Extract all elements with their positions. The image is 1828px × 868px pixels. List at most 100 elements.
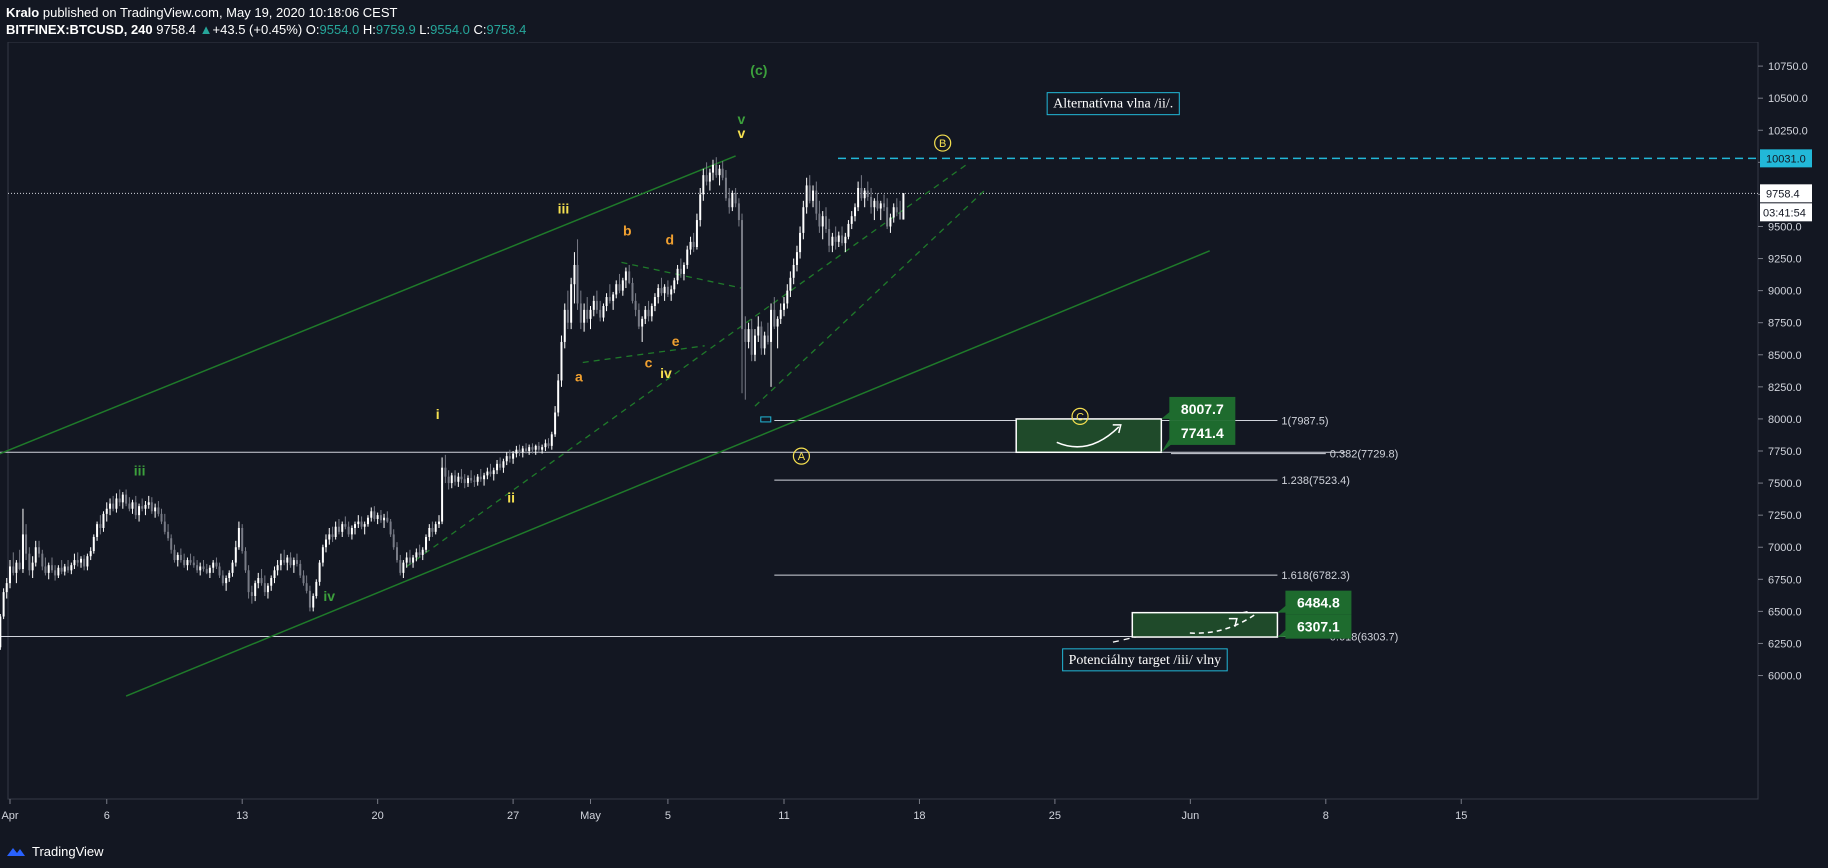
- candle-body-137: [431, 527, 434, 532]
- candle-body-111: [347, 526, 350, 535]
- candle-body-109: [341, 524, 344, 532]
- candle-body-240: [763, 335, 766, 349]
- candle-body-50: [150, 502, 153, 512]
- price-chart[interactable]: 1(7987.5) 0.382(7729.8) 1.238(7523.4) 1.618…: [0, 42, 1828, 836]
- candle-body-102: [318, 562, 321, 582]
- candle-body-200: [634, 300, 637, 310]
- candle-body-271: [863, 190, 866, 199]
- author-name[interactable]: Kralo: [6, 5, 40, 20]
- dashed-line-1[interactable]: [754, 187, 988, 407]
- candle-body-275: [876, 200, 879, 209]
- channel-line-0[interactable]: [0, 155, 736, 458]
- note-box-0[interactable]: [1046, 92, 1180, 116]
- candle-body-269: [857, 187, 860, 208]
- target-boxes[interactable]: 8007.7 7741.4 6484.8 6307.1: [1015, 396, 1352, 639]
- candle-body-27: [76, 560, 79, 563]
- circle-wave-text-1: A: [798, 451, 806, 463]
- candle-body-178: [563, 309, 566, 342]
- candle-body-74: [228, 572, 231, 579]
- wave-label-5: d: [666, 231, 675, 247]
- candle-body-107: [334, 526, 337, 537]
- candle-body-79: [244, 551, 247, 571]
- candle-body-268: [854, 207, 857, 217]
- candle-body-93: [289, 557, 292, 566]
- candle-body-168: [531, 447, 534, 450]
- candle-body-216: [686, 249, 689, 265]
- candle-body-143: [450, 475, 453, 484]
- candle-body-162: [512, 453, 515, 459]
- resistance-price-text: 10031.0: [1766, 153, 1806, 165]
- dashed-line-0[interactable]: [406, 163, 969, 567]
- channel-line-1[interactable]: [125, 250, 1210, 697]
- candle-body-142: [447, 476, 450, 484]
- candle-body-279: [889, 217, 892, 227]
- price-tick-label-11: 8000.0: [1768, 414, 1802, 426]
- trend-channel[interactable]: [0, 155, 1210, 697]
- candle-body-105: [328, 534, 331, 540]
- price-axis[interactable]: 10750.010500.010250.010000.09750.09500.0…: [1758, 61, 1812, 683]
- candle-body-88: [273, 570, 276, 579]
- candle-body-211: [670, 289, 673, 295]
- candle-body-219: [695, 220, 698, 248]
- candle-body-43: [128, 503, 131, 509]
- candle-body-147: [463, 479, 466, 484]
- candle-body-98: [305, 583, 308, 591]
- candle-body-237: [753, 335, 756, 355]
- circle-wave-text-2: C: [1076, 411, 1084, 423]
- dashed-line-2[interactable]: [621, 261, 742, 289]
- dashed-trendlines[interactable]: [406, 163, 1249, 643]
- candle-body-256: [815, 190, 818, 214]
- candle-body-21: [57, 567, 60, 576]
- time-axis[interactable]: Apr 6 13 20 27 May 5 11 18 25 Jun 8 15: [1, 799, 1467, 822]
- publish-line: Kralo published on TradingView.com, May …: [6, 4, 1806, 21]
- time-tick-label-12: 15: [1455, 810, 1467, 822]
- candle-body-82: [254, 583, 257, 596]
- candle-body-136: [428, 527, 431, 537]
- price-tag-text: 7741.4: [1181, 425, 1224, 441]
- candle-body-272: [866, 190, 869, 197]
- candle-body-113: [354, 524, 357, 528]
- candle-body-224: [711, 164, 714, 173]
- change-value: +43.5 (+0.45%): [212, 22, 303, 37]
- dashed-line-3[interactable]: [582, 345, 705, 364]
- low-value: 9554.0: [430, 22, 470, 37]
- candle-body-203: [644, 309, 647, 319]
- wave-label-11: ii: [507, 489, 515, 505]
- candle-body-238: [757, 326, 760, 336]
- symbol-label[interactable]: BITFINEX:BTCUSD, 240: [6, 22, 153, 37]
- candle-body-4: [2, 592, 5, 617]
- target-box-1[interactable]: [1131, 611, 1279, 638]
- text-notes[interactable]: Alternatívna vlna /ii/. Potenciálny targe…: [1046, 92, 1228, 672]
- candle-body-190: [602, 306, 605, 318]
- candle-body-56: [170, 538, 173, 550]
- brand-label[interactable]: TradingView: [32, 843, 104, 859]
- candle-body-214: [679, 268, 682, 274]
- candle-body-75: [231, 562, 234, 573]
- candle-body-97: [302, 575, 305, 584]
- wave-label-3: iii: [558, 201, 570, 217]
- candle-body-173: [547, 443, 550, 446]
- candle-body-260: [828, 229, 831, 246]
- candle-body-152: [479, 476, 482, 480]
- up-triangle-icon: ▲: [199, 22, 213, 37]
- close-value: 9758.4: [486, 22, 527, 37]
- target-box-0[interactable]: [1015, 418, 1163, 454]
- candle-body-174: [550, 434, 553, 446]
- candle-body-181: [573, 264, 576, 285]
- time-tick-label-4: 27: [507, 810, 519, 822]
- candle-body-16: [41, 553, 44, 567]
- candle-body-246: [783, 303, 785, 310]
- chart-header: Kralo published on TradingView.com, May …: [6, 4, 1806, 40]
- candle-body-243: [773, 309, 776, 327]
- candle-body-169: [534, 445, 537, 450]
- candle-body-188: [595, 300, 598, 310]
- candle-body-99: [308, 590, 311, 608]
- wave-label-1: v: [738, 111, 746, 127]
- candle-body-14: [34, 547, 37, 563]
- candle-body-64: [196, 565, 199, 571]
- note-box-1[interactable]: [1062, 648, 1228, 672]
- candle-body-141: [444, 467, 447, 477]
- candle-body-153: [483, 475, 486, 480]
- candle-body-132: [415, 552, 418, 558]
- wave-label-12: iii: [134, 462, 146, 478]
